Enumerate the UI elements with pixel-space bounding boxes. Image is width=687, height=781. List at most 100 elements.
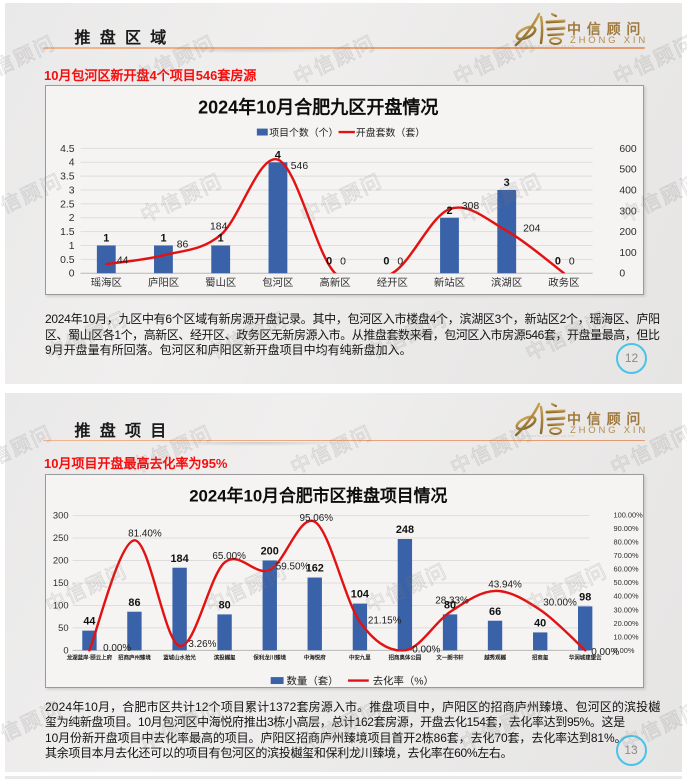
svg-text:86: 86 bbox=[177, 239, 189, 250]
svg-text:2.5: 2.5 bbox=[60, 199, 75, 210]
svg-text:95.06%: 95.06% bbox=[299, 513, 333, 524]
svg-text:30.00%: 30.00% bbox=[613, 605, 639, 614]
svg-text:中安九里: 中安九里 bbox=[349, 653, 371, 661]
svg-text:80: 80 bbox=[444, 599, 456, 611]
svg-text:81.40%: 81.40% bbox=[128, 528, 162, 539]
svg-text:100: 100 bbox=[53, 599, 69, 610]
svg-text:50: 50 bbox=[58, 622, 68, 633]
svg-text:400: 400 bbox=[619, 185, 637, 196]
svg-text:59.50%: 59.50% bbox=[276, 562, 310, 573]
svg-text:200: 200 bbox=[261, 546, 279, 558]
svg-text:越秀观樾: 越秀观樾 bbox=[483, 653, 506, 661]
svg-text:新站区: 新站区 bbox=[434, 276, 465, 289]
svg-text:3.26%: 3.26% bbox=[188, 639, 216, 650]
svg-text:150: 150 bbox=[53, 577, 69, 588]
svg-text:65.00%: 65.00% bbox=[212, 551, 246, 562]
svg-text:0: 0 bbox=[326, 255, 332, 267]
svg-text:20.00%: 20.00% bbox=[613, 619, 639, 628]
svg-text:瑶海区: 瑶海区 bbox=[91, 276, 122, 289]
svg-text:200: 200 bbox=[619, 227, 637, 238]
svg-text:2024年10月合肥市区推盘项目情况: 2024年10月合肥市区推盘项目情况 bbox=[189, 486, 447, 506]
svg-text:2: 2 bbox=[69, 213, 75, 224]
svg-text:招商庐州臻境: 招商庐州臻境 bbox=[118, 653, 151, 661]
svg-text:21.15%: 21.15% bbox=[368, 616, 402, 627]
svg-text:50.00%: 50.00% bbox=[613, 578, 639, 587]
svg-text:0: 0 bbox=[397, 256, 403, 267]
svg-text:0.00%: 0.00% bbox=[412, 644, 440, 655]
svg-text:1: 1 bbox=[218, 233, 224, 245]
svg-text:招商玺: 招商玺 bbox=[532, 653, 549, 661]
svg-text:500: 500 bbox=[619, 165, 637, 176]
svg-text:经开区: 经开区 bbox=[377, 276, 408, 289]
svg-text:184: 184 bbox=[210, 222, 228, 233]
svg-text:100: 100 bbox=[619, 248, 637, 259]
svg-text:70.00%: 70.00% bbox=[613, 551, 639, 560]
svg-text:28.33%: 28.33% bbox=[435, 595, 469, 606]
svg-text:308: 308 bbox=[462, 201, 480, 212]
svg-text:90.00%: 90.00% bbox=[613, 524, 639, 533]
svg-text:546: 546 bbox=[291, 161, 309, 172]
svg-text:44: 44 bbox=[117, 255, 129, 266]
svg-text:滨湖区: 滨湖区 bbox=[491, 276, 522, 289]
svg-text:43.94%: 43.94% bbox=[488, 580, 522, 591]
svg-text:高新区: 高新区 bbox=[320, 276, 351, 289]
svg-text:98: 98 bbox=[579, 591, 591, 603]
svg-text:龙湖蓝岸·颐云上府: 龙湖蓝岸·颐云上府 bbox=[66, 653, 113, 661]
svg-text:2024年10月合肥九区开盘情况: 2024年10月合肥九区开盘情况 bbox=[198, 97, 438, 118]
svg-text:104: 104 bbox=[351, 589, 369, 601]
svg-text:中海悦府: 中海悦府 bbox=[304, 653, 326, 661]
svg-text:文一朗书轩: 文一朗书轩 bbox=[436, 653, 464, 661]
svg-text:蓝城山水拾光: 蓝城山水拾光 bbox=[163, 653, 196, 661]
svg-text:300: 300 bbox=[619, 206, 637, 217]
svg-text:去化率（%）: 去化率（%） bbox=[373, 675, 434, 688]
svg-text:80.00%: 80.00% bbox=[613, 538, 639, 547]
svg-text:1: 1 bbox=[103, 233, 109, 245]
svg-text:162: 162 bbox=[306, 563, 324, 575]
svg-text:0.5: 0.5 bbox=[60, 255, 75, 266]
svg-text:0: 0 bbox=[69, 269, 75, 280]
svg-text:0: 0 bbox=[555, 255, 561, 267]
svg-text:开盘套数（套）: 开盘套数（套） bbox=[356, 126, 425, 139]
svg-text:1: 1 bbox=[161, 233, 167, 245]
svg-text:10.00%: 10.00% bbox=[613, 632, 639, 641]
svg-text:0: 0 bbox=[619, 269, 625, 280]
svg-text:40: 40 bbox=[534, 617, 546, 629]
svg-text:250: 250 bbox=[53, 532, 69, 543]
svg-text:66: 66 bbox=[489, 606, 501, 618]
svg-text:0: 0 bbox=[569, 256, 575, 267]
svg-text:4: 4 bbox=[69, 158, 75, 169]
svg-text:0: 0 bbox=[340, 256, 346, 267]
svg-text:200: 200 bbox=[53, 554, 69, 565]
svg-text:80: 80 bbox=[219, 599, 231, 611]
svg-text:包河区: 包河区 bbox=[262, 276, 293, 289]
svg-text:86: 86 bbox=[128, 597, 140, 609]
svg-text:华润城建望云: 华润城建望云 bbox=[569, 653, 602, 661]
svg-text:0.00%: 0.00% bbox=[613, 646, 634, 655]
svg-text:0.00%: 0.00% bbox=[103, 643, 131, 654]
svg-text:600: 600 bbox=[619, 144, 637, 155]
svg-text:40.00%: 40.00% bbox=[613, 592, 639, 601]
svg-text:0.00%: 0.00% bbox=[591, 647, 619, 658]
svg-text:0: 0 bbox=[63, 644, 68, 655]
svg-text:184: 184 bbox=[170, 553, 188, 565]
svg-text:300: 300 bbox=[53, 510, 69, 521]
svg-text:政务区: 政务区 bbox=[548, 276, 579, 289]
svg-text:44: 44 bbox=[83, 616, 95, 628]
svg-text:1.5: 1.5 bbox=[60, 227, 75, 238]
svg-text:204: 204 bbox=[523, 224, 541, 235]
svg-text:项目个数（个）: 项目个数（个） bbox=[269, 126, 338, 139]
svg-text:100.00%: 100.00% bbox=[613, 511, 643, 520]
svg-text:庐阳区: 庐阳区 bbox=[148, 276, 179, 289]
svg-text:2: 2 bbox=[446, 205, 452, 217]
svg-text:3: 3 bbox=[504, 177, 510, 189]
svg-text:1: 1 bbox=[69, 241, 75, 252]
svg-text:30.00%: 30.00% bbox=[543, 597, 577, 608]
svg-text:滨投樾玺: 滨投樾玺 bbox=[214, 653, 236, 661]
svg-text:蜀山区: 蜀山区 bbox=[205, 277, 236, 289]
svg-text:招商奥体公园: 招商奥体公园 bbox=[389, 653, 422, 661]
svg-text:3.5: 3.5 bbox=[60, 172, 75, 183]
svg-text:数量（套）: 数量（套） bbox=[287, 675, 339, 688]
svg-text:4.5: 4.5 bbox=[60, 144, 75, 155]
svg-text:3: 3 bbox=[69, 185, 75, 196]
svg-text:保利龙川臻境: 保利龙川臻境 bbox=[252, 653, 286, 661]
